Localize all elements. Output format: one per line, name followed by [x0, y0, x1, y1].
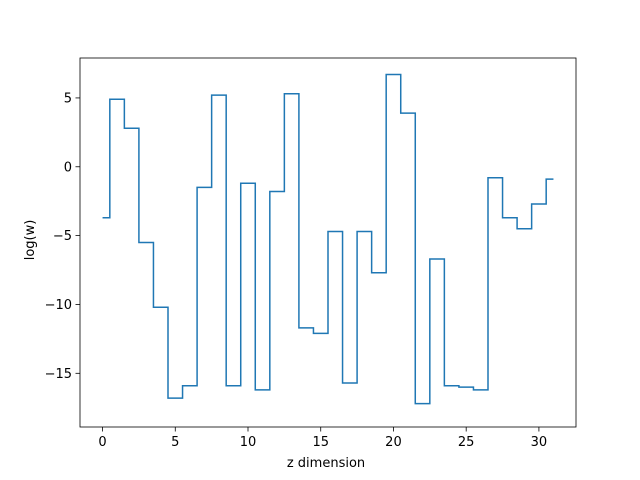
x-tick-label: 25	[458, 435, 475, 450]
y-tick-label: 5	[64, 91, 72, 106]
x-tick-label: 20	[385, 435, 402, 450]
y-tick-label: −5	[53, 229, 72, 244]
y-tick-label: 0	[64, 160, 72, 175]
x-tick-label: 5	[171, 435, 179, 450]
axes-frame	[79, 57, 577, 428]
series-line-0	[102, 73, 554, 405]
y-axis-label: log(w)	[23, 220, 38, 261]
x-axis-label: z dimension	[287, 456, 365, 471]
x-tick-label: 0	[98, 435, 106, 450]
x-tick-label: 30	[531, 435, 548, 450]
x-tick-label: 10	[240, 435, 257, 450]
x-tick-label: 15	[312, 435, 329, 450]
plot-area	[79, 57, 577, 428]
y-tick-label: −15	[45, 367, 72, 382]
axis-ticks: 0 5 10 15 20 25 30 −15 −10 −5 0 5	[45, 91, 548, 450]
y-tick-label: −10	[45, 298, 72, 313]
